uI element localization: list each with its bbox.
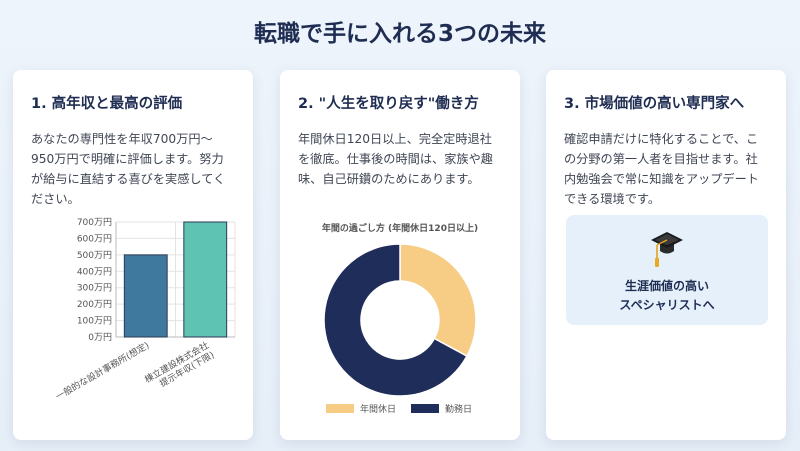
- salary-bar-chart: 0万円 100万円 200万円 300万円 400万円 500万円 600万円 700万円一般…: [53, 217, 236, 403]
- y-tick-label: 300万円: [77, 283, 112, 294]
- card-title: 1. 高年収と最高の評価: [31, 96, 183, 112]
- y-tick-label: 200万円: [77, 299, 112, 310]
- x-tick-label: 一般的な設計事務所(想定): [53, 339, 151, 402]
- legend-swatch: [411, 404, 439, 413]
- graduation-cap-icon: [651, 232, 683, 267]
- y-tick-label: 600万円: [77, 233, 112, 244]
- chart-title: 年間の過ごし方 (年間休日120日以上): [322, 222, 478, 234]
- specialist-callout: 生涯価値の高い スペシャリストへ: [566, 215, 768, 325]
- bar: [183, 221, 228, 338]
- card-high-income: 1. 高年収と最高の評価 あなたの専門性を年収700万円〜950万円で明確に評価…: [13, 70, 253, 440]
- card-text: あなたの専門性を年収700万円〜950万円で明確に評価します。努力が給与に直結す…: [31, 132, 226, 206]
- page-title: 転職で手に入れる3つの未来: [253, 21, 546, 47]
- legend-label: 勤務日: [445, 403, 472, 415]
- legend-label: 年間休日: [360, 403, 396, 415]
- callout-line-1: 生涯価値の高い: [624, 279, 709, 293]
- y-tick-label: 400万円: [77, 266, 112, 277]
- y-tick-label: 700万円: [77, 217, 112, 228]
- holiday-donut-chart: 年間の過ごし方 (年間休日120日以上) 年間休日 勤務日: [322, 222, 478, 415]
- bar: [123, 254, 168, 338]
- donut-slice: [399, 243, 477, 358]
- y-tick-label: 100万円: [77, 316, 112, 327]
- card-title: 3. 市場価値の高い専門家へ: [564, 96, 745, 112]
- y-tick-label: 500万円: [77, 250, 112, 261]
- donut-slice: [323, 243, 468, 397]
- y-tick-label: 0万円: [88, 332, 112, 343]
- card-text: 確認申請だけに特化することで、この分野の第一人者を目指せます。社内勉強会で常に知…: [564, 132, 759, 206]
- card-text: 年間休日120日以上、完全定時退社を徹底。仕事後の時間は、家族や趣味、自己研鑽の…: [298, 132, 493, 186]
- callout-line-2: スペシャリストへ: [619, 298, 715, 312]
- legend-swatch: [326, 404, 354, 413]
- card-specialist: 3. 市場価値の高い専門家へ 確認申請だけに特化することで、この分野の第一人者を…: [546, 70, 786, 440]
- x-tick-label-group: 一般的な設計事務所(想定): [53, 339, 151, 402]
- card-work-life: 2. "人生を取り戻す"働き方 年間休日120日以上、完全定時退社を徹底。仕事後…: [280, 70, 520, 440]
- card-title: 2. "人生を取り戻す"働き方: [298, 96, 479, 112]
